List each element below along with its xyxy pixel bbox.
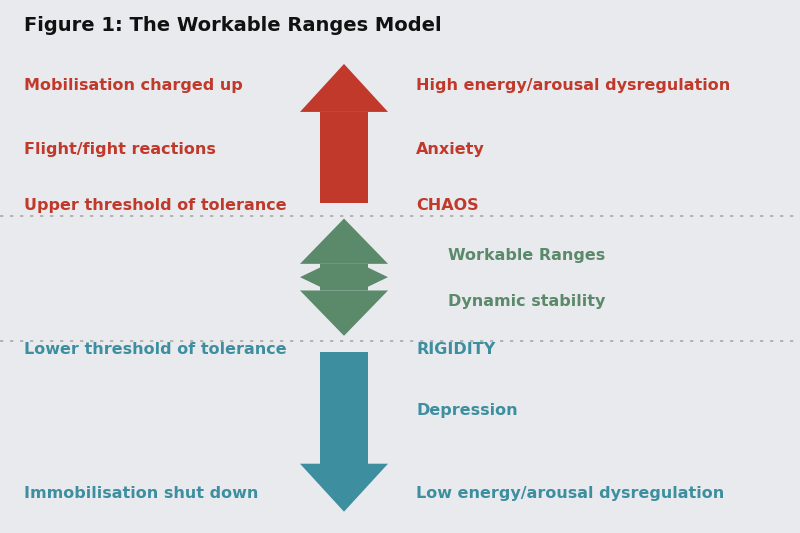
Polygon shape — [300, 64, 388, 112]
Text: Mobilisation charged up: Mobilisation charged up — [24, 78, 242, 93]
Text: Workable Ranges: Workable Ranges — [448, 248, 606, 263]
Text: Flight/fight reactions: Flight/fight reactions — [24, 142, 216, 157]
Text: RIGIDITY: RIGIDITY — [416, 342, 495, 357]
Polygon shape — [300, 464, 388, 512]
Text: Immobilisation shut down: Immobilisation shut down — [24, 486, 258, 500]
Bar — [320, 112, 368, 203]
Text: Depression: Depression — [416, 403, 518, 418]
Text: Upper threshold of tolerance: Upper threshold of tolerance — [24, 198, 286, 213]
Text: Lower threshold of tolerance: Lower threshold of tolerance — [24, 342, 286, 357]
Text: CHAOS: CHAOS — [416, 198, 478, 213]
Text: Low energy/arousal dysregulation: Low energy/arousal dysregulation — [416, 486, 724, 500]
Text: High energy/arousal dysregulation: High energy/arousal dysregulation — [416, 78, 730, 93]
Bar — [320, 352, 368, 464]
Polygon shape — [300, 290, 388, 336]
Text: Figure 1: The Workable Ranges Model: Figure 1: The Workable Ranges Model — [24, 16, 442, 35]
Polygon shape — [300, 264, 388, 290]
Text: Dynamic stability: Dynamic stability — [448, 294, 606, 309]
Polygon shape — [300, 219, 388, 264]
Text: Anxiety: Anxiety — [416, 142, 485, 157]
